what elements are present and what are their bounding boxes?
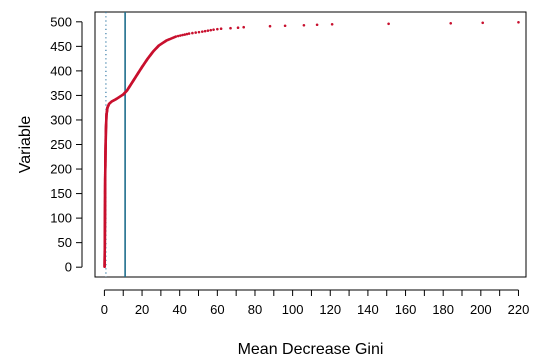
x-tick-label: 20 (135, 302, 149, 317)
y-tick-label: 300 (50, 112, 72, 127)
x-tick-label: 140 (357, 302, 379, 317)
y-tick-label: 150 (50, 186, 72, 201)
data-point (302, 23, 306, 27)
x-axis-title: Mean Decrease Gini (238, 341, 384, 358)
data-point (236, 26, 240, 30)
y-axis-title: Variable (17, 116, 34, 174)
data-point (183, 33, 187, 36)
plot-frame (94, 11, 527, 278)
data-point (187, 32, 191, 35)
data-point (174, 35, 178, 38)
data-point (481, 21, 485, 25)
x-tick-label: 100 (282, 302, 304, 317)
y-tick-label: 350 (50, 88, 72, 103)
y-tick-label: 50 (58, 235, 72, 250)
y-tick-label: 250 (50, 137, 72, 152)
data-point (283, 24, 287, 28)
data-point (176, 34, 180, 38)
data-point (197, 30, 201, 34)
x-tick-label: 160 (395, 302, 417, 317)
y-tick-label: 100 (50, 211, 72, 226)
data-point (268, 24, 272, 28)
y-tick-label: 400 (50, 63, 72, 78)
data-point (315, 23, 319, 27)
data-point (200, 30, 204, 33)
data-point (181, 33, 184, 37)
data-point (191, 31, 194, 35)
x-tick-label: 180 (432, 302, 454, 317)
y-tick-label: 450 (50, 39, 72, 54)
data-point (185, 32, 189, 36)
data-point (449, 21, 453, 25)
data-point (209, 28, 213, 32)
data-point (229, 26, 232, 30)
data-point (219, 27, 223, 30)
data-point (517, 21, 520, 24)
axes: 0 20 40 60 80 100 120 140 160 180 200 220 0 50 100 150 2… (50, 11, 530, 317)
y-tick-label: 200 (50, 162, 72, 177)
x-tick-label: 220 (508, 302, 530, 317)
data-point (242, 25, 245, 29)
x-tick-label: 60 (210, 302, 224, 317)
reference-lines (105, 12, 126, 277)
data-points (103, 21, 520, 268)
data-point (330, 22, 334, 26)
x-tick-label: 80 (248, 302, 262, 317)
data-point (203, 29, 207, 33)
x-tick-label: 0 (101, 302, 108, 317)
data-point (179, 34, 182, 37)
y-tick-label: 0 (65, 260, 72, 275)
x-tick-label: 120 (319, 302, 341, 317)
x-tick-label: 40 (172, 302, 186, 317)
data-point (206, 29, 210, 32)
data-point (387, 22, 390, 26)
x-tick-label: 200 (470, 302, 492, 317)
data-point (212, 28, 215, 31)
data-point (216, 27, 219, 31)
y-tick-label: 500 (50, 14, 72, 29)
data-point (194, 31, 197, 34)
